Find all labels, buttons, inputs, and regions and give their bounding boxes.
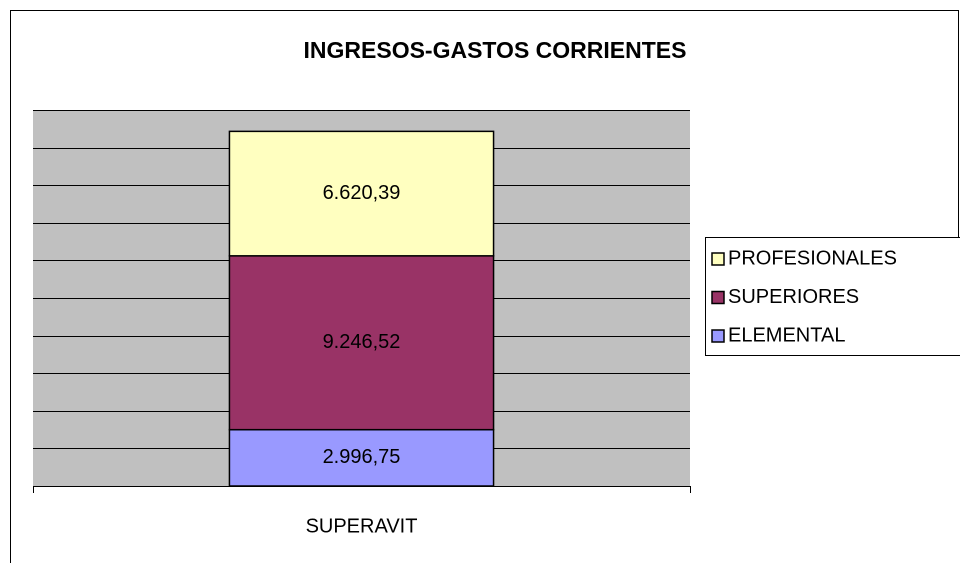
data-label: 6.620,39 bbox=[323, 182, 401, 204]
chart-frame bbox=[10, 10, 959, 563]
bar-segment bbox=[228, 130, 495, 257]
legend-frame bbox=[705, 237, 960, 356]
legend-swatch bbox=[711, 290, 725, 305]
legend-swatch bbox=[711, 329, 725, 343]
legend-label: ELEMENTAL bbox=[728, 324, 845, 346]
chart-title: INGRESOS-GASTOS CORRIENTES bbox=[304, 37, 687, 63]
bar-segment bbox=[228, 428, 495, 487]
bar-segment bbox=[228, 255, 495, 431]
legend-label: PROFESIONALES bbox=[728, 247, 897, 269]
x-tick-label: SUPERAVIT bbox=[306, 515, 418, 537]
data-label: 9.246,52 bbox=[323, 331, 401, 353]
legend-swatch bbox=[711, 252, 725, 266]
data-label: 2.996,75 bbox=[323, 446, 401, 468]
legend-label: SUPERIORES bbox=[728, 286, 859, 308]
